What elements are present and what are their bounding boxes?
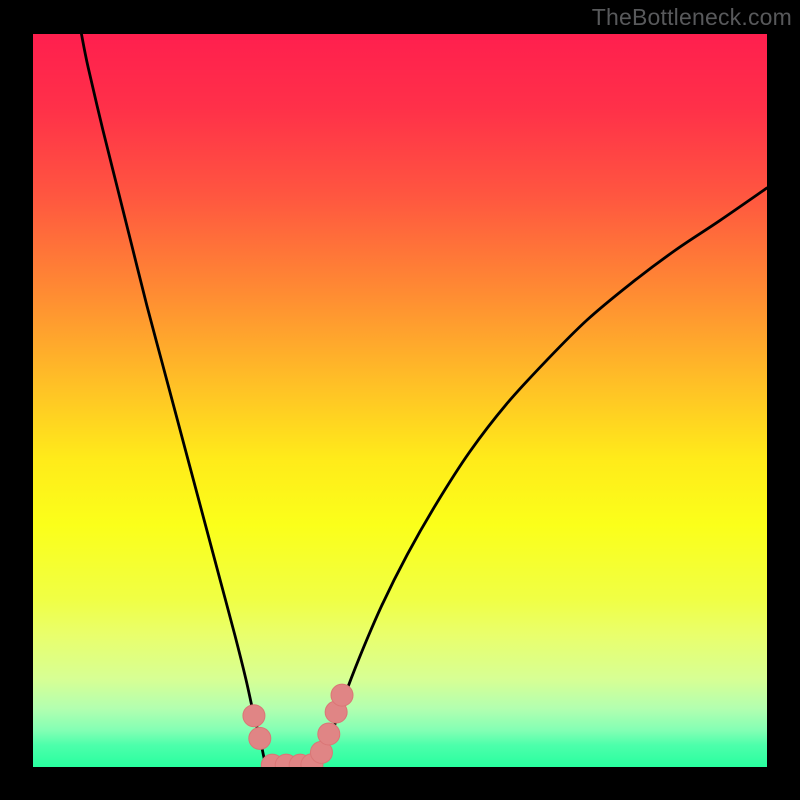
marker-point [331, 684, 353, 706]
chart-canvas [0, 0, 800, 800]
marker-point [249, 727, 271, 749]
figure: TheBottleneck.com [0, 0, 800, 800]
marker-point [318, 723, 340, 745]
watermark-text: TheBottleneck.com [592, 4, 792, 31]
marker-point [243, 705, 265, 727]
plot-background [33, 34, 767, 767]
